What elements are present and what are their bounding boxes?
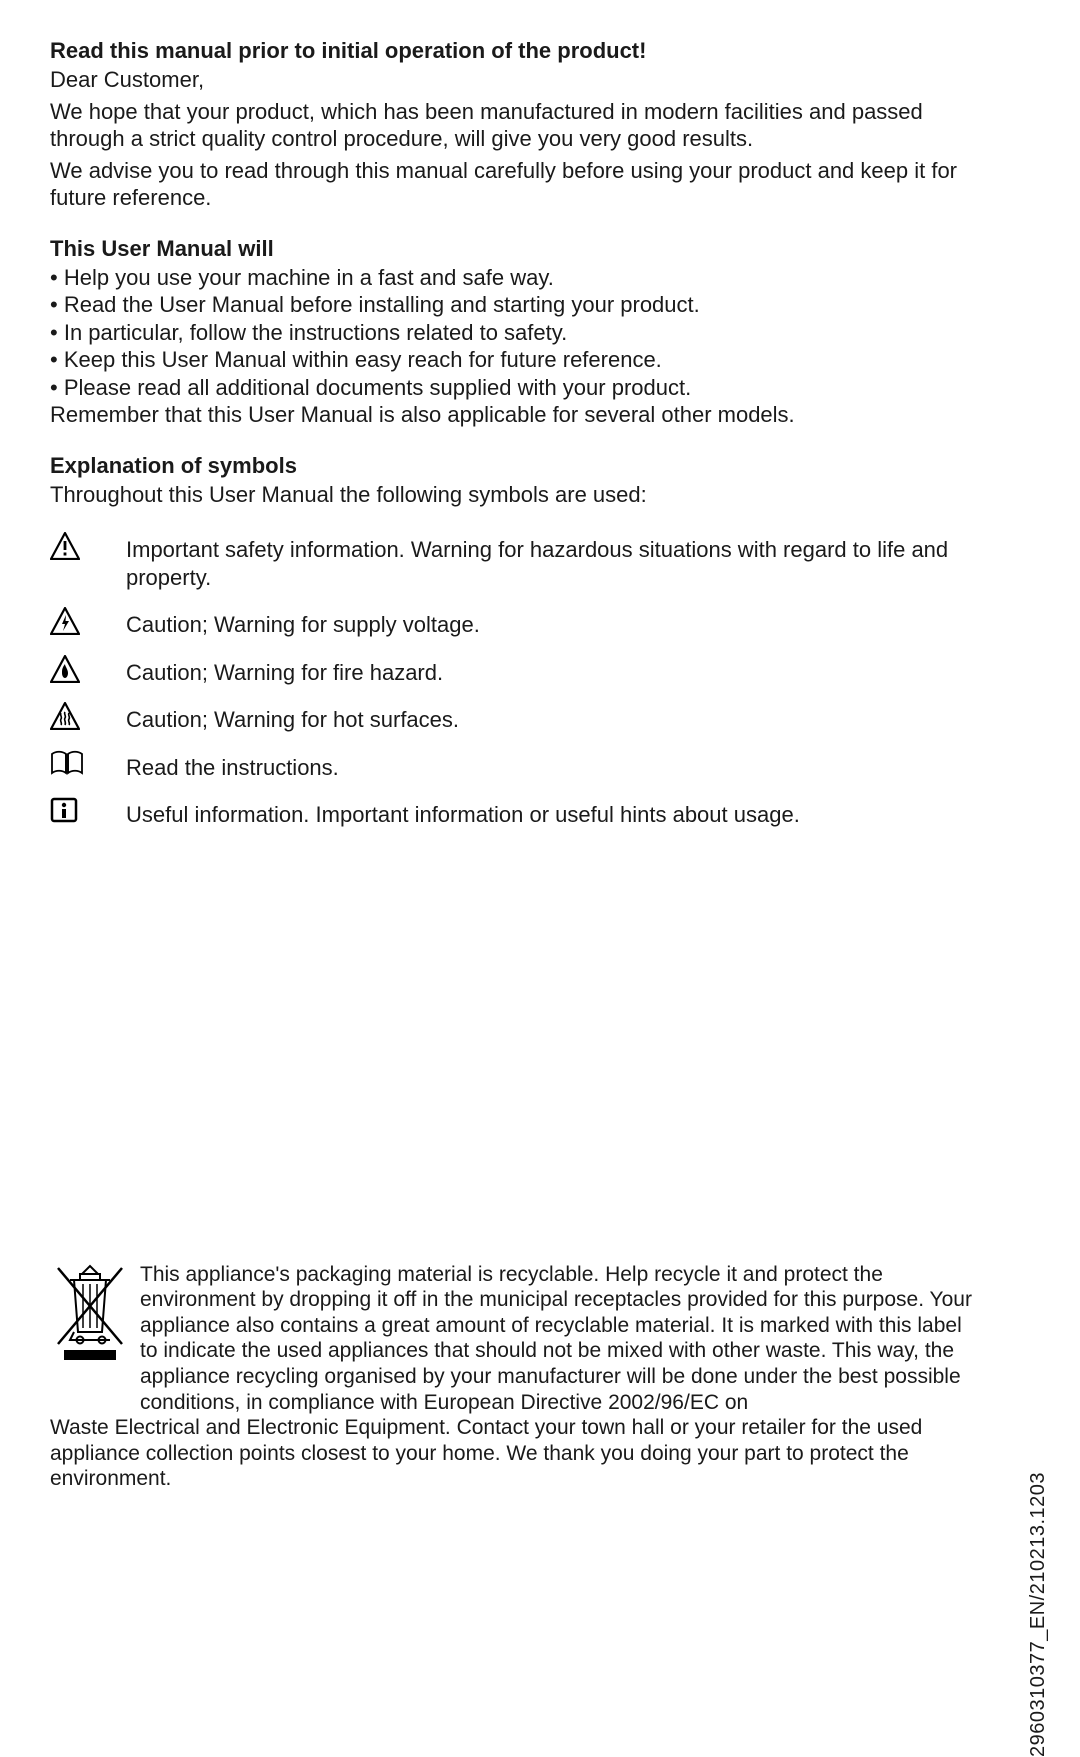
symbol-row: Useful information. Important informatio…	[50, 795, 980, 829]
greeting: Dear Customer,	[50, 66, 980, 94]
symbols-section: Explanation of symbols Throughout this U…	[50, 453, 980, 829]
info-square-icon	[50, 795, 126, 823]
symbol-row: Caution; Warning for supply voltage.	[50, 605, 980, 639]
intro-section: Read this manual prior to initial operat…	[50, 38, 980, 212]
bullet-0: • Help you use your machine in a fast an…	[50, 264, 980, 292]
symbol-row: Read the instructions.	[50, 748, 980, 782]
voltage-triangle-icon	[50, 605, 126, 635]
manual-section: This User Manual will • Help you use you…	[50, 236, 980, 429]
manual-footer: Remember that this User Manual is also a…	[50, 401, 980, 429]
bullet-1: • Read the User Manual before installing…	[50, 291, 980, 319]
symbol-row: Caution; Warning for hot surfaces.	[50, 700, 980, 734]
weee-block: This appliance's packaging material is r…	[50, 1262, 980, 1492]
warning-triangle-icon	[50, 530, 126, 560]
weee-text-full: Waste Electrical and Electronic Equipmen…	[50, 1415, 980, 1492]
book-icon	[50, 748, 126, 776]
document-id: 2960310377_EN/210213.1203	[1027, 1472, 1050, 1757]
symbol-text: Caution; Warning for hot surfaces.	[126, 700, 980, 734]
symbol-row: Caution; Warning for fire hazard.	[50, 653, 980, 687]
weee-text-right: This appliance's packaging material is r…	[140, 1262, 980, 1416]
intro-line1: We hope that your product, which has bee…	[50, 98, 980, 153]
symbol-text: Caution; Warning for supply voltage.	[126, 605, 980, 639]
intro-line2: We advise you to read through this manua…	[50, 157, 980, 212]
weee-bin-icon	[50, 1262, 140, 1362]
symbol-text: Read the instructions.	[126, 748, 980, 782]
intro-heading: Read this manual prior to initial operat…	[50, 38, 980, 64]
symbols-heading: Explanation of symbols	[50, 453, 980, 479]
symbol-text: Useful information. Important informatio…	[126, 795, 980, 829]
symbols-intro: Throughout this User Manual the followin…	[50, 481, 980, 509]
fire-triangle-icon	[50, 653, 126, 683]
symbol-text: Caution; Warning for fire hazard.	[126, 653, 980, 687]
bullet-4: • Please read all additional documents s…	[50, 374, 980, 402]
bullet-3: • Keep this User Manual within easy reac…	[50, 346, 980, 374]
symbol-row: Important safety information. Warning fo…	[50, 530, 980, 591]
manual-heading: This User Manual will	[50, 236, 980, 262]
bullet-2: • In particular, follow the instructions…	[50, 319, 980, 347]
symbol-text: Important safety information. Warning fo…	[126, 530, 980, 591]
hot-triangle-icon	[50, 700, 126, 730]
